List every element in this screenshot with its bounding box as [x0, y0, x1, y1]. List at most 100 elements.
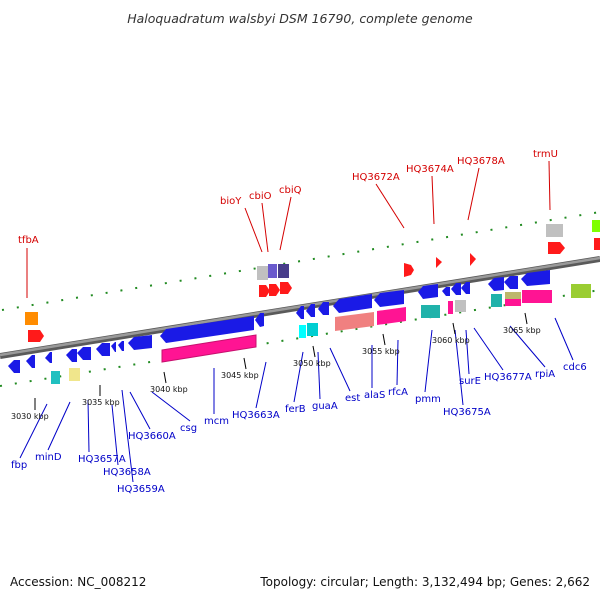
gene-label-pmm: pmm: [415, 394, 441, 405]
gene-label-fbp: fbp: [11, 460, 27, 471]
cds-arrow: [128, 335, 152, 350]
tick-label: 3060 kbp: [432, 336, 470, 345]
cds-arrow: [442, 287, 450, 296]
leader-line: [509, 325, 546, 368]
cds-arrow: [488, 277, 504, 291]
leader-line: [279, 196, 292, 251]
cds-arrow: [45, 352, 52, 363]
gene-label-rpia: rpiA: [535, 369, 555, 380]
trna-arrow: [280, 282, 292, 294]
leader-line: [293, 351, 304, 403]
cds-arrow: [333, 294, 372, 313]
tick-label: 3030 kbp: [11, 412, 49, 421]
cds-arrow: [521, 270, 550, 286]
gene-label-hq3674a: HQ3674A: [406, 164, 454, 175]
leader-line: [396, 339, 399, 386]
cds-arrow: [66, 349, 77, 362]
cds-arrow: [418, 284, 438, 299]
cds-arrow: [451, 283, 461, 295]
leader-line: [244, 207, 263, 253]
accession-text: Accession: NC_008212: [10, 575, 146, 589]
cds-arrow: [461, 282, 470, 294]
trna-arrow: [259, 285, 270, 297]
gene-label-rfca: rfcA: [388, 387, 408, 398]
gene-label-cbiq: cbiQ: [279, 185, 302, 196]
rrna-block: [377, 307, 406, 325]
leader-line: [129, 391, 151, 430]
gene-label-est: est: [345, 393, 360, 404]
gene-block: [491, 294, 502, 307]
genome-summary-text: Topology: circular; Length: 3,132,494 bp…: [259, 575, 590, 589]
tick-label: 3045 kbp: [221, 371, 259, 380]
gene-label-hq3678a: HQ3678A: [457, 156, 505, 167]
trna-arrow: [28, 330, 44, 342]
gene-label-guaa: guaA: [312, 401, 338, 412]
cds-arrow: [8, 360, 20, 373]
leader-line: [121, 389, 134, 483]
gene-label-tfba: tfbA: [18, 235, 39, 246]
leader-line: [317, 351, 321, 400]
cds-arrow: [318, 302, 329, 315]
reverse-features: [8, 270, 591, 384]
gene-label-mind: minD: [35, 452, 62, 463]
gene-block: [594, 238, 600, 250]
gene-label-hq3657a: HQ3657A: [78, 454, 126, 465]
cds-arrow: [296, 306, 304, 319]
forward-features: [25, 220, 600, 342]
rrna-block: [161, 334, 257, 363]
rrna-block: [505, 299, 521, 306]
gene-label-hq3663a: HQ3663A: [232, 410, 280, 421]
cds-arrow: [504, 276, 518, 289]
gene-block: [421, 305, 440, 318]
gene-label-hq3660a: HQ3660A: [128, 431, 176, 442]
leader-line: [151, 391, 191, 422]
leader-line: [111, 404, 119, 466]
cds-arrow: [306, 304, 315, 317]
tick-mark: [312, 345, 316, 358]
gene-label-ferb: ferB: [285, 404, 306, 415]
cds-arrow: [77, 347, 91, 360]
gene-label-cbio: cbiO: [249, 191, 272, 202]
map-title: Haloquadratum walsbyi DSM 16790, complet…: [127, 11, 473, 26]
tick-label: 3065 kbp: [503, 326, 541, 335]
gene-label-hq3675a: HQ3675A: [443, 407, 491, 418]
cds-arrow: [255, 313, 264, 327]
trna-arrow: [548, 242, 565, 254]
gene-block: [505, 292, 521, 299]
cds-arrow: [374, 290, 404, 307]
gene-block: [307, 323, 318, 336]
cds-arrow: [111, 342, 116, 352]
gene-block: [335, 312, 374, 331]
gene-block: [546, 224, 563, 237]
gene-block: [455, 300, 466, 312]
leader-line: [19, 403, 48, 459]
tick-label: 3035 kbp: [82, 398, 120, 407]
genome-backbone: [0, 256, 600, 359]
trna-arrow: [404, 263, 414, 277]
tick-label: 3040 kbp: [150, 385, 188, 394]
gene-label-bioy: bioY: [220, 196, 242, 207]
cds-arrow: [26, 355, 35, 368]
tick-label: 3050 kbp: [293, 359, 331, 368]
leader-line: [87, 399, 90, 453]
gene-label-sure: surE: [459, 376, 481, 387]
tick-label: 3055 kbp: [362, 347, 400, 356]
gene-label-hq3658a: HQ3658A: [103, 467, 151, 478]
leader-line: [431, 175, 435, 225]
cds-arrow: [160, 316, 254, 343]
tick-mark: [452, 322, 456, 335]
gene-label-hq3677a: HQ3677A: [484, 372, 532, 383]
tick-mark: [382, 333, 386, 346]
tick-mark: [243, 357, 247, 370]
gene-block: [592, 220, 600, 232]
tick-mark: [163, 371, 167, 384]
gene-label-hq3659a: HQ3659A: [117, 484, 165, 495]
gene-label-alas: alaS: [364, 390, 385, 401]
rrna-block: [522, 290, 552, 303]
gene-label-trmu: trmU: [533, 149, 558, 160]
leader-line: [424, 329, 433, 393]
gene-block: [51, 371, 60, 384]
leader-line: [548, 160, 551, 211]
